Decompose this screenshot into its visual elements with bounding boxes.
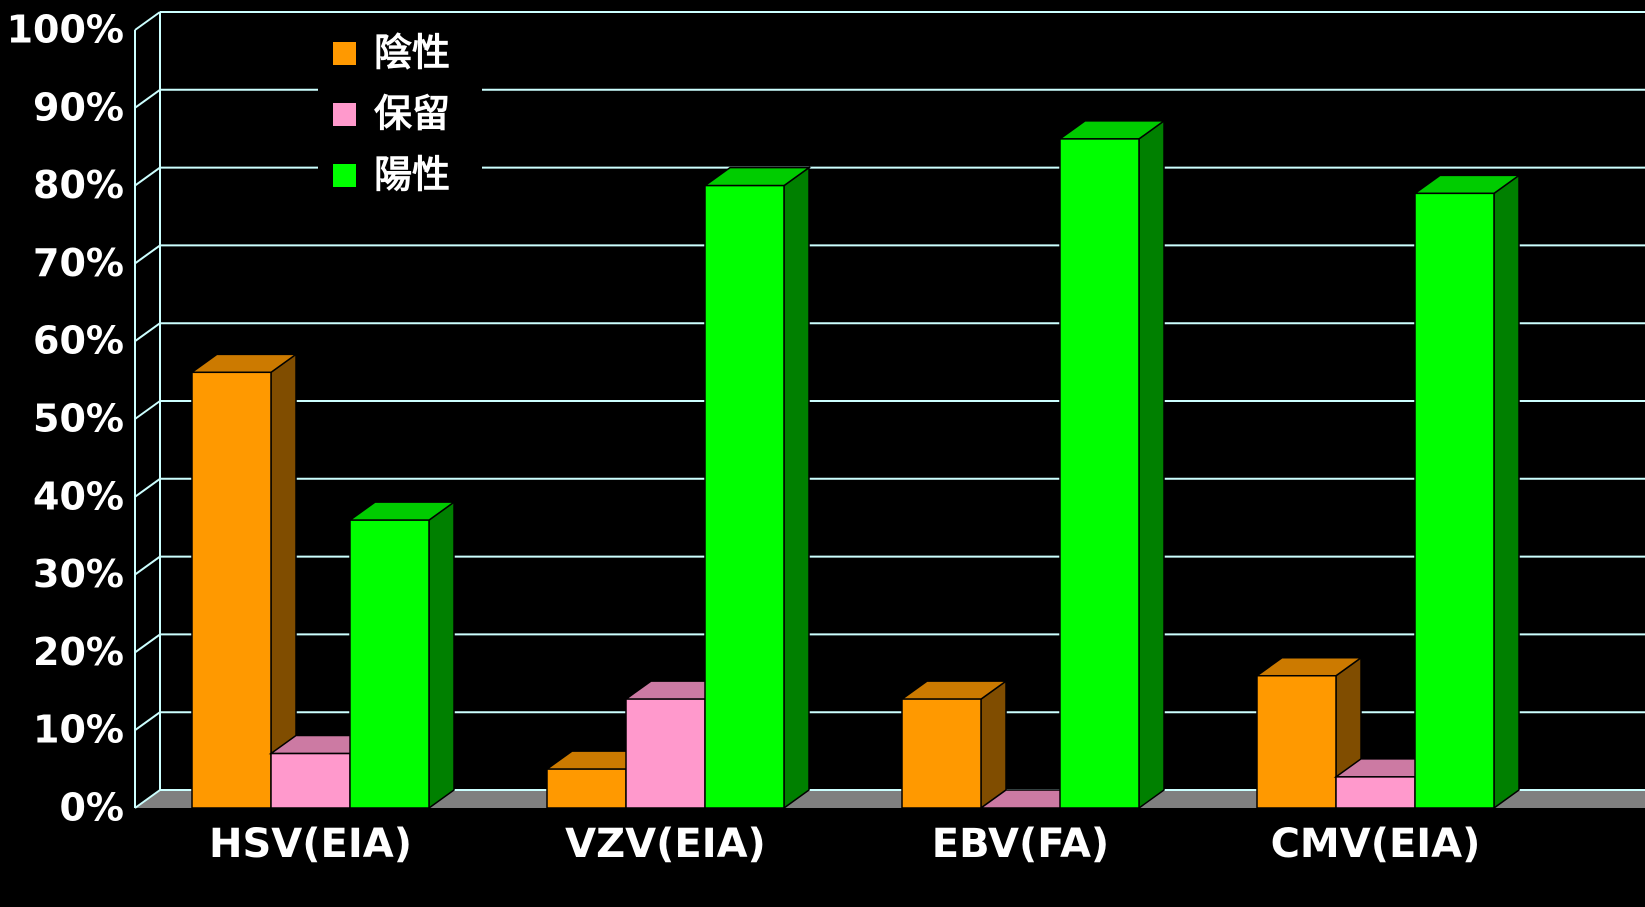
bar [901, 698, 982, 809]
wall-tick [134, 166, 161, 187]
wall-tick [134, 555, 161, 576]
legend-label: 陽性 [374, 153, 450, 197]
bar [349, 519, 430, 809]
bar [704, 184, 785, 809]
legend-swatch [333, 103, 356, 126]
bar [546, 768, 627, 809]
y-tick-label: 50% [33, 397, 124, 441]
y-tick-label: 90% [33, 85, 124, 129]
y-tick-label: 80% [33, 163, 124, 207]
x-tick-label: VZV(EIA) [565, 821, 766, 867]
y-tick-label: 30% [33, 552, 124, 596]
bar-side [428, 500, 455, 810]
bar [1414, 192, 1495, 809]
bar-side [1493, 173, 1520, 810]
wall-tick [134, 789, 161, 809]
wall-tick [134, 244, 161, 265]
bar [270, 752, 351, 809]
bar-side [783, 166, 810, 810]
wall-tick [134, 633, 161, 654]
bar-side [980, 679, 1007, 810]
bar [191, 371, 272, 809]
bar [625, 698, 706, 809]
wall-tick [134, 711, 161, 732]
bar [1059, 138, 1140, 809]
bar [1335, 776, 1416, 809]
x-tick-label: HSV(EIA) [209, 821, 412, 867]
wall-tick [134, 400, 161, 420]
y-tick-label: 70% [33, 241, 124, 285]
legend-swatch [333, 164, 356, 187]
y-tick-label: 60% [33, 319, 124, 363]
legend-label: 陰性 [374, 31, 450, 75]
x-tick-label: EBV(FA) [932, 821, 1109, 867]
y-tick-label: 40% [33, 474, 124, 518]
legend-label: 保留 [374, 92, 450, 136]
y-tick-label: 0% [59, 786, 124, 830]
wall-tick [134, 322, 161, 343]
x-tick-label: CMV(EIA) [1271, 821, 1481, 867]
wall-tick [134, 11, 161, 31]
y-tick-label: 100% [7, 8, 124, 52]
wall-tick [134, 477, 161, 498]
legend-swatch [333, 42, 356, 65]
wall-tick [134, 88, 161, 109]
y-tick-label: 20% [33, 630, 124, 674]
bar [1256, 674, 1337, 809]
y-tick-label: 10% [33, 708, 124, 752]
bar-side [1138, 119, 1165, 810]
